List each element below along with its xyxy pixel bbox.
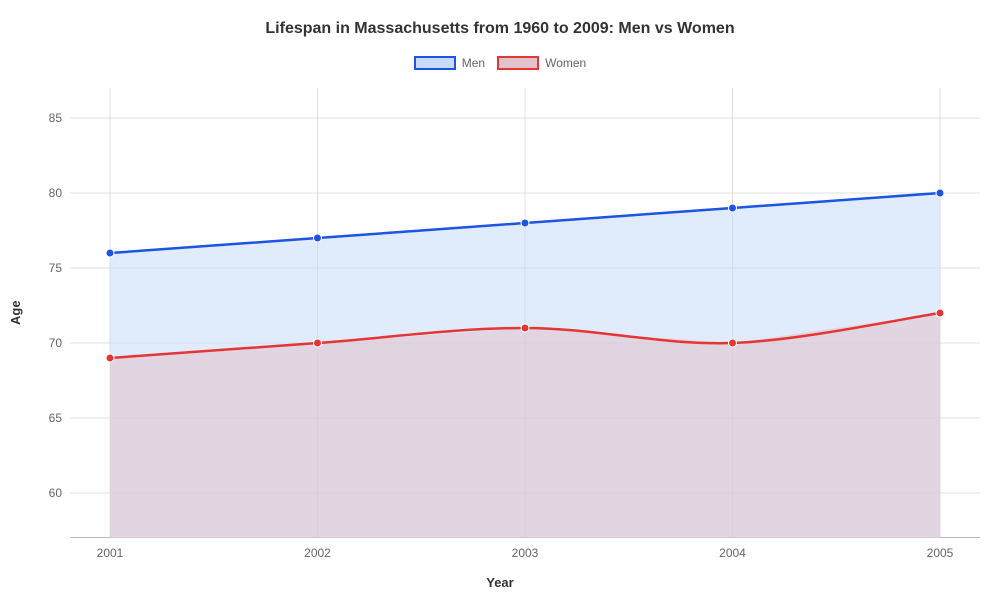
x-axis-title: Year [0, 575, 1000, 590]
x-tick-label: 2005 [915, 546, 965, 560]
legend-swatch [414, 56, 456, 70]
x-tick-label: 2002 [293, 546, 343, 560]
legend-label: Women [545, 56, 586, 70]
y-tick-label: 85 [32, 111, 62, 125]
y-tick-label: 75 [32, 261, 62, 275]
chart-svg [70, 88, 980, 538]
x-tick-label: 2001 [85, 546, 135, 560]
chart-title: Lifespan in Massachusetts from 1960 to 2… [0, 20, 1000, 38]
legend: Men Women [0, 56, 1000, 70]
x-tick-label: 2004 [708, 546, 758, 560]
y-axis-title: Age [8, 300, 23, 325]
legend-swatch [497, 56, 539, 70]
plot-area: 60657075808520012002200320042005 [70, 88, 980, 538]
x-tick-label: 2003 [500, 546, 550, 560]
y-tick-label: 65 [32, 411, 62, 425]
y-tick-label: 60 [32, 486, 62, 500]
legend-item-men[interactable]: Men [414, 56, 485, 70]
legend-label: Men [462, 56, 485, 70]
y-tick-label: 70 [32, 336, 62, 350]
legend-item-women[interactable]: Women [497, 56, 586, 70]
y-tick-label: 80 [32, 186, 62, 200]
